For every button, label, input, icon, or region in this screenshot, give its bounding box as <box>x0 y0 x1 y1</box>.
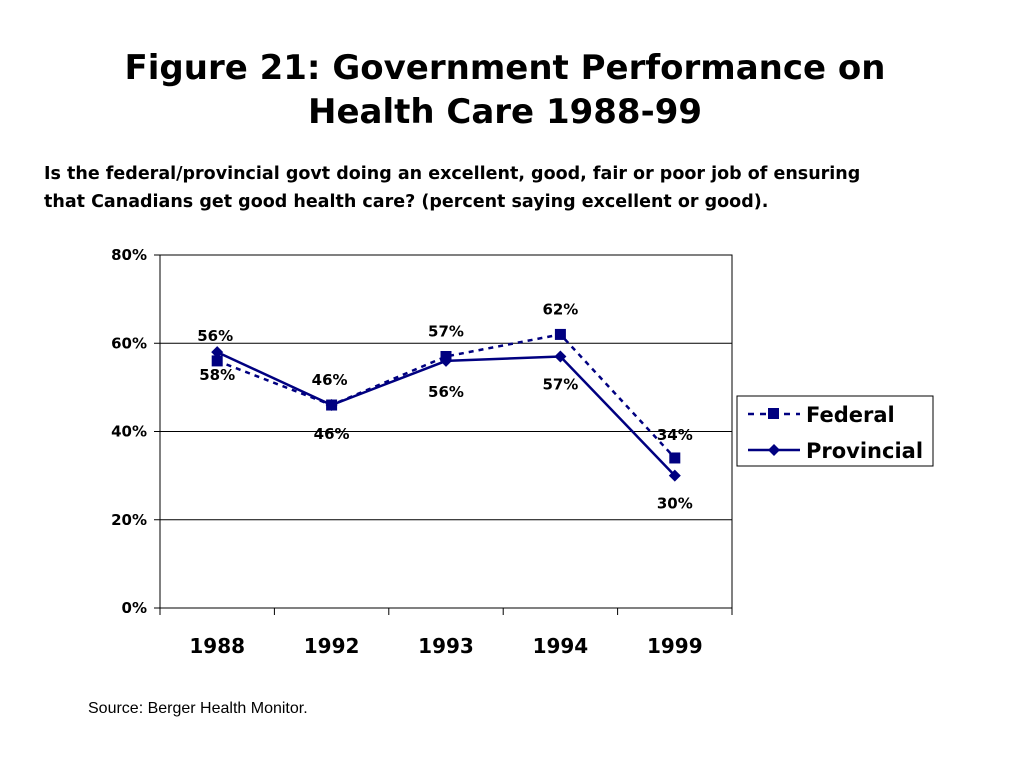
y-tick-label: 0% <box>122 599 147 617</box>
y-tick-label: 40% <box>111 423 147 441</box>
data-label-federal: 34% <box>657 426 693 444</box>
legend-box <box>736 395 934 467</box>
chart-title: Figure 21: Government Performance on Hea… <box>0 46 1010 134</box>
legend-label-provincial: Provincial <box>806 439 923 463</box>
x-category-label: 1992 <box>304 634 360 658</box>
y-tick-label: 20% <box>111 511 147 529</box>
series-line-federal <box>216 333 676 459</box>
title-line-2: Health Care 1988-99 <box>307 92 703 132</box>
data-label-provincial: 58% <box>199 366 235 384</box>
data-label-federal: 46% <box>312 371 348 389</box>
x-category-label: 1993 <box>418 634 474 658</box>
point-provincial <box>211 346 224 359</box>
subtitle-line-2: that Canadians get good health care? (pe… <box>44 192 769 212</box>
series-line-provincial <box>216 350 676 477</box>
legend-marker-provincial <box>768 444 780 456</box>
data-label-federal: 56% <box>197 327 233 345</box>
point-provincial <box>325 399 338 412</box>
legend-marker-federal <box>768 408 779 419</box>
point-provincial <box>554 350 567 363</box>
point-federal <box>211 355 223 367</box>
y-tick-label: 80% <box>111 246 147 264</box>
y-tick-label: 60% <box>111 334 147 352</box>
data-label-federal: 57% <box>428 322 464 340</box>
legend: Federal Provincial <box>736 395 934 467</box>
point-provincial <box>668 469 681 482</box>
x-category-label: 1994 <box>533 634 589 658</box>
data-label-provincial: 57% <box>542 375 578 393</box>
x-category-label: 1999 <box>647 634 703 658</box>
subtitle-line-1: Is the federal/provincial govt doing an … <box>44 164 861 184</box>
chart-subtitle: Is the federal/provincial govt doing an … <box>44 160 1004 216</box>
point-provincial <box>440 354 452 367</box>
legend-label-federal: Federal <box>806 403 895 427</box>
data-label-federal: 62% <box>542 300 578 318</box>
data-label-provincial: 56% <box>428 383 464 401</box>
point-federal <box>669 452 681 464</box>
source-note: Source: Berger Health Monitor. <box>88 700 308 717</box>
data-label-provincial: 30% <box>657 495 693 513</box>
data-label-provincial: 46% <box>314 425 350 443</box>
point-federal <box>554 328 566 340</box>
x-category-label: 1988 <box>189 634 245 658</box>
title-line-1: Figure 21: Government Performance on <box>124 48 886 88</box>
